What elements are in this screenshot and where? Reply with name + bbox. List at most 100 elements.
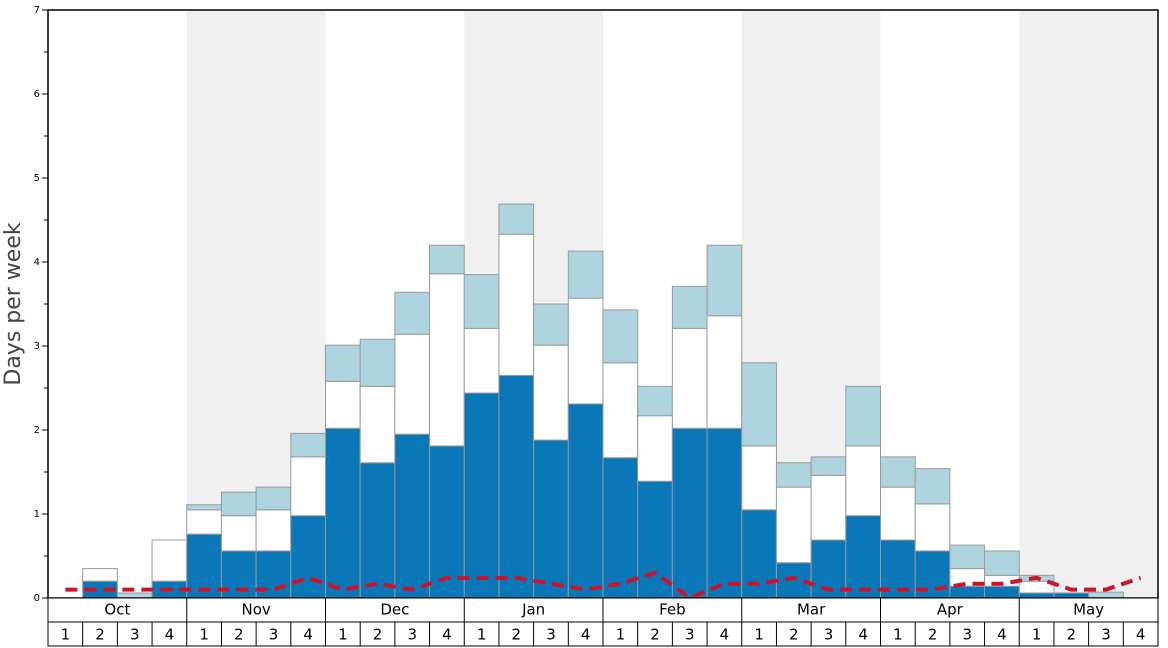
bar-segment (359, 338, 396, 387)
month-label: Feb (659, 601, 686, 619)
y-tick-label: 1 (34, 509, 40, 520)
bar-segment (1053, 592, 1090, 599)
bar-segment (394, 333, 431, 435)
x-tick-label: 4 (442, 626, 452, 644)
bar-segment (533, 439, 569, 599)
month-label: Apr (937, 601, 964, 619)
x-tick-label: 2 (650, 626, 660, 644)
y-tick-label: 3 (34, 341, 40, 352)
bar-segment (671, 427, 708, 599)
bar-segment (810, 456, 847, 476)
x-tick-label: 2 (789, 626, 799, 644)
x-tick-label: 3 (407, 626, 417, 644)
bar-segment (984, 550, 1020, 576)
bar-segment (914, 503, 951, 552)
bar-segment (741, 362, 777, 447)
month-label: Nov (241, 601, 270, 619)
month-label: Dec (380, 601, 409, 619)
bar-segment (880, 456, 916, 488)
x-tick-label: 1 (754, 626, 764, 644)
bar-segment (880, 486, 916, 541)
bar-segment (775, 486, 812, 564)
y-tick-label: 2 (34, 425, 40, 436)
x-tick-label: 2 (234, 626, 244, 644)
x-tick-label: 4 (997, 626, 1007, 644)
bar-segment (949, 585, 986, 599)
y-tick-label: 7 (34, 5, 40, 16)
bar-segment (498, 233, 535, 376)
bar-segment (567, 403, 604, 599)
bar-segment (706, 315, 743, 429)
x-tick-label: 4 (581, 626, 591, 644)
x-tick-label: 3 (130, 626, 140, 644)
month-label: Jan (521, 601, 545, 619)
bar-segment (325, 380, 361, 429)
y-tick-label: 6 (34, 89, 40, 100)
bar-segment (637, 385, 673, 417)
bar-segment (220, 515, 257, 552)
bar-segment (845, 515, 881, 599)
bar-segment (151, 539, 188, 582)
x-tick-label: 4 (303, 626, 313, 644)
bar-segment (602, 457, 639, 599)
bar-segment (671, 327, 708, 429)
bar-segment (255, 509, 292, 552)
bar-segment (533, 344, 569, 441)
x-tick-label: 3 (824, 626, 834, 644)
bar-segment (290, 456, 326, 517)
bar-segment (463, 274, 500, 329)
x-tick-label: 2 (928, 626, 938, 644)
bar-segment (706, 244, 743, 317)
x-tick-label: 4 (165, 626, 175, 644)
bar-segment (671, 285, 708, 329)
bar-segment (602, 362, 639, 459)
bar-segment (602, 309, 639, 364)
bar-segment (359, 462, 396, 599)
x-tick-label: 1 (199, 626, 209, 644)
bar-segment (741, 445, 777, 511)
x-tick-label: 3 (962, 626, 972, 644)
bar-segment (463, 392, 500, 599)
x-tick-label: 2 (95, 626, 105, 644)
bar-segment (463, 327, 500, 394)
bar-segment (290, 432, 326, 458)
x-tick-label: 3 (269, 626, 279, 644)
bar-segment (429, 244, 465, 275)
bar-segment (637, 415, 673, 482)
x-tick-label: 2 (373, 626, 383, 644)
y-tick-label: 0 (34, 593, 40, 604)
bar-segment (949, 544, 986, 570)
bar-segment (429, 445, 465, 599)
x-tick-label: 1 (893, 626, 903, 644)
bar-segment (498, 203, 535, 235)
bar-segment (498, 374, 535, 599)
bar-segment (116, 592, 153, 599)
bar-segment (325, 344, 361, 382)
bar-segment (429, 273, 465, 447)
x-tick-label: 1 (1032, 626, 1042, 644)
bar-segment (325, 427, 361, 599)
month-label: Oct (104, 601, 130, 619)
bar-segment (394, 291, 431, 335)
bar-segment (220, 491, 257, 517)
x-tick-label: 2 (512, 626, 522, 644)
bar-segment (567, 297, 604, 405)
bar-segment (290, 515, 326, 599)
x-tick-label: 3 (1101, 626, 1111, 644)
x-tick-label: 1 (477, 626, 487, 644)
month-label: Mar (797, 601, 826, 619)
bar-segment (984, 585, 1020, 599)
bar-segment (706, 427, 743, 599)
x-tick-label: 1 (338, 626, 348, 644)
bar-segment (1088, 591, 1124, 599)
bar-segment (394, 433, 431, 599)
bar-segment (567, 250, 604, 299)
month-label: May (1073, 601, 1104, 619)
bar-segment (533, 303, 569, 346)
bar-segment (775, 462, 812, 488)
y-tick-label: 5 (34, 173, 40, 184)
x-tick-label: 4 (720, 626, 730, 644)
average-line (65, 570, 1142, 600)
bar-segment (82, 568, 118, 582)
x-tick-label: 1 (616, 626, 626, 644)
